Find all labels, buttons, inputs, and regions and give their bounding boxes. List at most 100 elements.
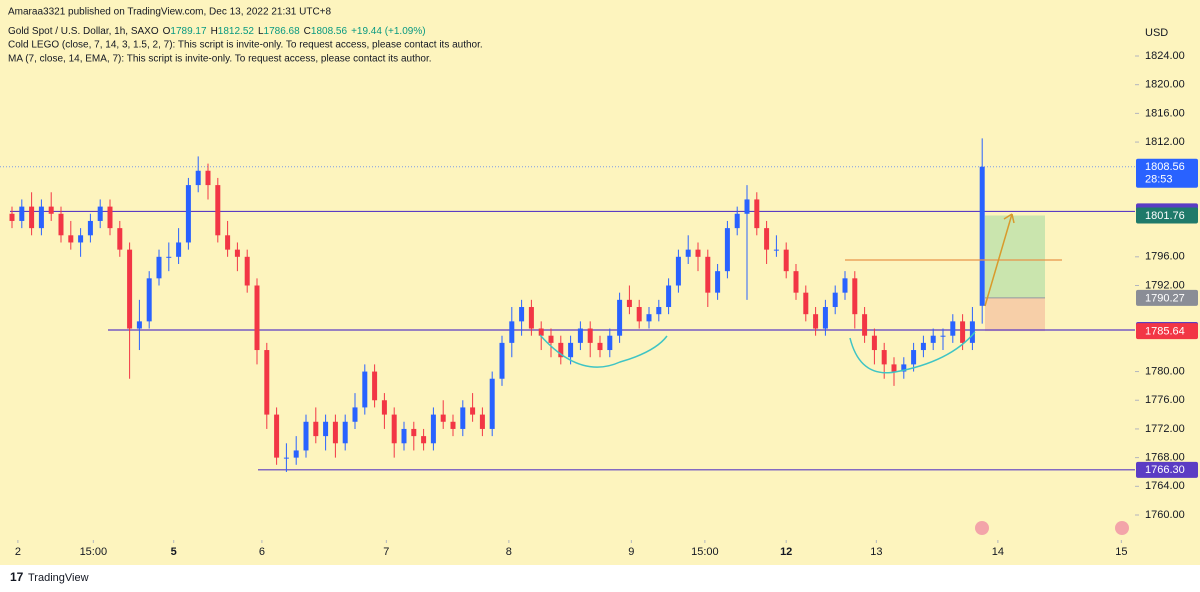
candle-body bbox=[107, 206, 113, 229]
y-tick-label: 1776.00 bbox=[1145, 394, 1185, 406]
candle-body bbox=[87, 220, 93, 236]
cup-curve bbox=[539, 334, 668, 368]
y-tick-label: 1812.00 bbox=[1145, 136, 1185, 148]
y-tick-label: 1816.00 bbox=[1145, 107, 1185, 119]
legend-line: Gold Spot / U.S. Dollar, 1h, SAXO O1789.1… bbox=[8, 26, 426, 37]
candle-body bbox=[911, 350, 917, 365]
candle-body bbox=[734, 213, 740, 229]
candle-body bbox=[185, 185, 191, 243]
ohlc-key: C bbox=[304, 26, 311, 37]
candle-body bbox=[558, 342, 564, 358]
candle-body bbox=[450, 421, 456, 429]
y-tick-label: 1772.00 bbox=[1145, 423, 1185, 435]
candle-body bbox=[29, 206, 35, 229]
candle-body bbox=[538, 328, 544, 336]
target-zone bbox=[985, 215, 1045, 298]
candle-body bbox=[489, 378, 495, 429]
candle-body bbox=[597, 342, 603, 351]
price-tag bbox=[1136, 323, 1198, 340]
candle-body bbox=[940, 335, 946, 337]
x-tick-label: 15:00 bbox=[80, 546, 108, 558]
time-axis-bg bbox=[0, 540, 1135, 565]
symbol-title: Gold Spot / U.S. Dollar, 1h, SAXO bbox=[8, 26, 159, 37]
candle-body bbox=[656, 307, 662, 315]
candle-body bbox=[960, 321, 966, 343]
candle-body bbox=[881, 350, 887, 365]
ohlc-key: L bbox=[258, 26, 264, 37]
candle-body bbox=[920, 342, 926, 351]
candle-body bbox=[754, 199, 760, 229]
logo-icon: 17 bbox=[10, 570, 24, 584]
candle-body bbox=[744, 199, 750, 214]
candle-body bbox=[68, 235, 74, 243]
candle-body bbox=[283, 457, 289, 459]
candle-body bbox=[97, 206, 103, 221]
candle-body bbox=[127, 249, 133, 329]
ohlc-value: 1786.68 bbox=[264, 26, 301, 37]
candle-body bbox=[323, 421, 329, 437]
candle-body bbox=[421, 436, 427, 444]
arrow-head bbox=[1003, 213, 1015, 224]
candle-body bbox=[695, 249, 701, 257]
candle-body bbox=[528, 307, 534, 329]
x-tick-label: 15 bbox=[1115, 546, 1127, 558]
price-tag bbox=[1136, 158, 1198, 188]
price-tag-label: 1808.56 bbox=[1145, 161, 1185, 173]
price-tag bbox=[1136, 207, 1198, 224]
brand: TradingView bbox=[28, 572, 89, 584]
x-tick-label: 7 bbox=[383, 546, 389, 558]
change: +19.44 (+1.09%) bbox=[351, 26, 426, 37]
y-tick-label: 1820.00 bbox=[1145, 79, 1185, 91]
published-note: Amaraa3321 published on TradingView.com,… bbox=[8, 7, 332, 18]
ohlc-key: O bbox=[163, 26, 171, 37]
candle-body bbox=[332, 421, 338, 444]
price-tag-label: 1790.27 bbox=[1145, 292, 1185, 304]
candle-body bbox=[715, 271, 721, 293]
x-tick-label: 2 bbox=[15, 546, 21, 558]
candle-body bbox=[636, 307, 642, 322]
candle-body bbox=[176, 242, 182, 257]
ohlc-key: H bbox=[211, 26, 218, 37]
candle-body bbox=[381, 400, 387, 415]
candle-body bbox=[136, 321, 142, 329]
ohlc-value: 1789.17 bbox=[170, 26, 207, 37]
candle-body bbox=[264, 350, 270, 415]
y-tick-label: 1796.00 bbox=[1145, 251, 1185, 263]
y-tick-label: 1764.00 bbox=[1145, 480, 1185, 492]
candle-body bbox=[117, 228, 123, 250]
candle-body bbox=[979, 166, 985, 306]
candle-body bbox=[519, 307, 525, 322]
indicator-legend: Cold LEGO (close, 7, 14, 3, 1.5, 2, 7): … bbox=[8, 40, 483, 51]
x-tick-label: 9 bbox=[628, 546, 634, 558]
plot-bg bbox=[0, 0, 1135, 540]
candle-body bbox=[38, 206, 44, 229]
candle-body bbox=[401, 428, 407, 444]
candle-body bbox=[460, 407, 466, 429]
candle-body bbox=[646, 314, 652, 322]
candle-body bbox=[764, 228, 770, 250]
candle-body bbox=[705, 256, 711, 293]
candle-body bbox=[146, 278, 152, 322]
candle-body bbox=[568, 342, 574, 358]
indicator-legend: MA (7, close, 14, EMA, 7): This script i… bbox=[8, 54, 432, 65]
candle-body bbox=[362, 371, 368, 408]
price-tag bbox=[1136, 289, 1198, 306]
event-flag bbox=[1115, 521, 1129, 535]
event-flag bbox=[975, 521, 989, 535]
candle-body bbox=[440, 414, 446, 422]
candle-body bbox=[254, 285, 260, 351]
candle-body bbox=[793, 271, 799, 293]
ohlc-value: 1808.56 bbox=[311, 26, 348, 37]
candle-body bbox=[9, 213, 15, 221]
y-tick-label: 1824.00 bbox=[1145, 50, 1185, 62]
countdown: 28:53 bbox=[1145, 174, 1173, 186]
currency-label: USD bbox=[1145, 27, 1168, 39]
y-tick-label: 1760.00 bbox=[1145, 509, 1185, 521]
y-tick-label: 1780.00 bbox=[1145, 365, 1185, 377]
candle-body bbox=[891, 364, 897, 372]
candle-body bbox=[685, 249, 691, 257]
candle-body bbox=[19, 206, 25, 221]
candle-body bbox=[411, 428, 417, 437]
x-tick-label: 8 bbox=[506, 546, 512, 558]
